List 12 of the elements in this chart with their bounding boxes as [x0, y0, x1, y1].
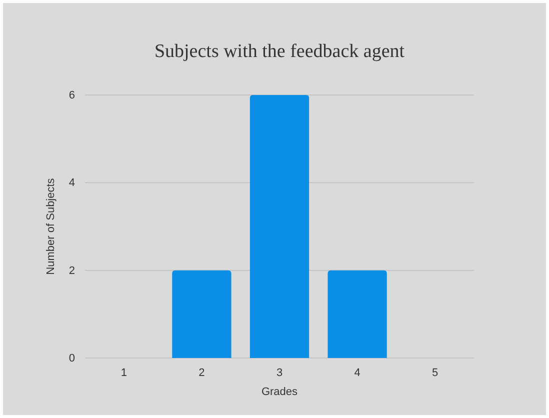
chart-title: Subjects with the feedback agent	[154, 41, 406, 62]
y-tick-label: 0	[68, 352, 75, 365]
y-axis-title: Number of Subjects	[45, 178, 57, 275]
x-tick-label: 2	[198, 366, 205, 379]
y-tick-label: 4	[68, 177, 75, 190]
y-tick-label: 6	[68, 90, 75, 102]
x-tick-label: 4	[354, 366, 360, 379]
x-tick-label: 3	[276, 366, 283, 379]
x-tick-label: 5	[432, 366, 438, 379]
y-tick-label: 2	[68, 264, 75, 277]
x-tick-label: 1	[120, 366, 127, 379]
x-axis-title: Grades	[261, 386, 298, 398]
